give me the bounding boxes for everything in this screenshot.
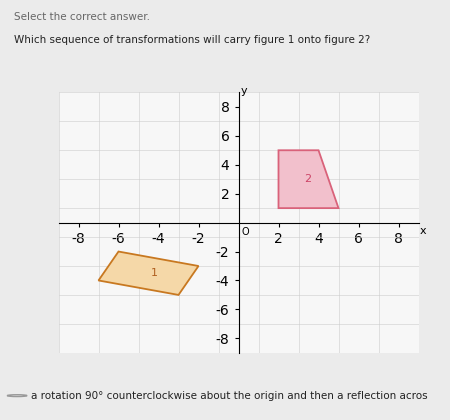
Text: x: x [419,226,426,236]
Text: Which sequence of transformations will carry figure 1 onto figure 2?: Which sequence of transformations will c… [14,35,370,45]
Text: 1: 1 [151,268,158,278]
Text: y: y [240,86,247,96]
Polygon shape [99,252,198,295]
Text: Select the correct answer.: Select the correct answer. [14,12,149,22]
Text: O: O [242,227,249,237]
Polygon shape [279,150,338,208]
Text: 2: 2 [304,174,311,184]
Text: a rotation 90° counterclockwise about the origin and then a reflection acros: a rotation 90° counterclockwise about th… [31,391,427,401]
